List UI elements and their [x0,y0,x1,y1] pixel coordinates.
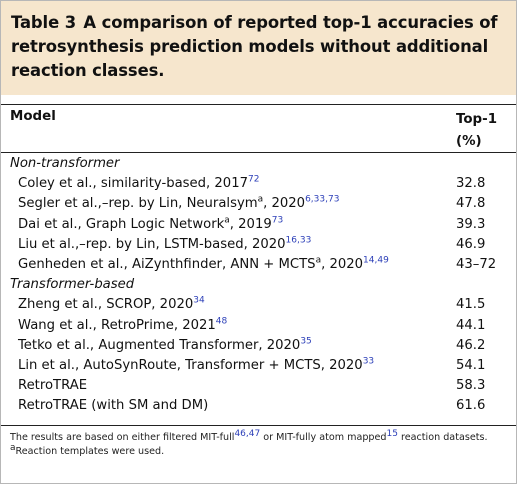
reference-link[interactable]: 34 [193,295,205,306]
rule-header-bottom [1,152,516,153]
model-name: Zheng et al., SCROP, 2020 [18,297,194,313]
reference-link[interactable]: 48 [215,316,228,327]
model-cell: Segler et al.,–rep. by Lin, Neuralsyma, … [18,194,339,214]
model-cell: Coley et al., similarity-based, 201772 [18,174,259,194]
model-name: RetroTRAE [18,378,88,394]
footnote-a: aReaction templates were used. [10,442,510,459]
top1-value: 47.8 [456,196,486,212]
reference-link[interactable]: 14,49 [363,255,389,266]
table-row: Segler et al.,–rep. by Lin, Neuralsyma, … [10,194,508,214]
model-name: Wang et al., RetroPrime, 2021 [18,317,216,333]
table-row: Lin et al., AutoSynRoute, Transformer + … [10,356,508,376]
top1-value: 39.3 [456,216,486,232]
table-caption: A comparison of reported top-1 accuracie… [11,13,498,80]
top1-value: 61.6 [456,398,486,414]
model-name: Genheden et al., AiZynthfinder, ANN + MC… [18,256,316,272]
top1-value: 32.8 [456,176,486,192]
reference-link[interactable]: 16,33 [285,235,312,246]
footnote-text: or MIT-fully atom mapped [260,432,387,443]
footnote-text: reaction datasets. [397,432,488,443]
model-name: Lin et al., AutoSynRoute, Transformer + … [18,357,363,373]
top1-value: 46.9 [456,236,486,252]
table-row: Genheden et al., AiZynthfinder, ANN + MC… [10,255,508,275]
model-year: , 2020 [263,196,306,212]
top1-value: 54.1 [456,357,486,373]
footnote-marker: a [315,255,322,266]
table-row: RetroTRAE (with SM and DM) 61.6 [10,396,508,416]
model-name: Segler et al.,–rep. by Lin, Neuralsym [18,196,258,212]
column-header-top1: Top-1(%) [456,112,498,149]
top1-value: 44.1 [456,317,486,333]
table-row: RetroTRAE 58.3 [10,376,508,396]
model-name: Liu et al.,–rep. by Lin, LSTM-based, 202… [18,236,286,252]
model-name: RetroTRAE (with SM and DM) [18,398,209,414]
model-cell: Zheng et al., SCROP, 202034 [18,295,205,315]
table-row: Zheng et al., SCROP, 202034 41.5 [10,295,508,315]
top1-value: 41.5 [456,297,486,313]
table-row: Liu et al.,–rep. by Lin, LSTM-based, 202… [10,235,508,255]
table-row: Tetko et al., Augmented Transformer, 202… [10,336,508,356]
model-cell: Wang et al., RetroPrime, 202148 [18,316,227,336]
table-header-row: Model Top-1(%) [10,106,508,152]
footnote-text: The results are based on either filtered… [10,432,235,443]
table-row: Dai et al., Graph Logic Networka, 201973… [10,215,508,235]
footnote-datasets: The results are based on either filtered… [10,428,510,445]
footnote-marker: a [10,442,16,453]
table-row: Coley et al., similarity-based, 201772 3… [10,174,508,194]
rule-table-bottom [1,425,516,426]
model-cell: Liu et al.,–rep. by Lin, LSTM-based, 202… [18,235,311,255]
footnote-marker: a [224,215,230,226]
model-year: , 2020 [321,256,364,272]
model-name: Coley et al., similarity-based, 2017 [18,176,248,192]
model-cell: Tetko et al., Augmented Transformer, 202… [18,336,312,356]
table-body: Non-transformer Coley et al., similarity… [10,154,508,416]
model-cell: RetroTRAE (with SM and DM) [18,396,208,416]
footnote-marker: a [257,194,264,205]
model-name: Dai et al., Graph Logic Network [18,216,225,232]
table-footnotes: The results are based on either filtered… [10,428,510,459]
model-cell: Genheden et al., AiZynthfinder, ANN + MC… [18,255,389,275]
rule-top [1,104,516,105]
model-year: , 2019 [229,216,272,232]
top1-value: 43–72 [456,256,497,272]
group-label-non-transformer: Non-transformer [10,156,120,171]
top1-value: 58.3 [456,378,486,394]
model-cell: RetroTRAE [18,376,87,396]
model-cell: Lin et al., AutoSynRoute, Transformer + … [18,356,374,376]
model-name: Tetko et al., Augmented Transformer, 202… [18,337,301,353]
model-cell: Dai et al., Graph Logic Networka, 201973 [18,215,283,235]
reference-link[interactable]: 73 [271,215,284,226]
reference-link[interactable]: 6,33,73 [305,194,340,205]
table-label: Table 3 [11,13,77,32]
top1-value: 46.2 [456,337,486,353]
group-label-transformer-based: Transformer-based [10,277,135,293]
table-row: Wang et al., RetroPrime, 202148 44.1 [10,316,508,336]
reference-link[interactable]: 72 [247,174,260,185]
reference-link[interactable]: 33 [362,356,375,367]
footnote-text: Reaction templates were used. [15,445,165,457]
reference-link[interactable]: 15 [386,428,398,439]
reference-link[interactable]: 46,47 [234,428,261,439]
column-header-model: Model [10,109,56,124]
reference-link[interactable]: 35 [300,336,312,347]
